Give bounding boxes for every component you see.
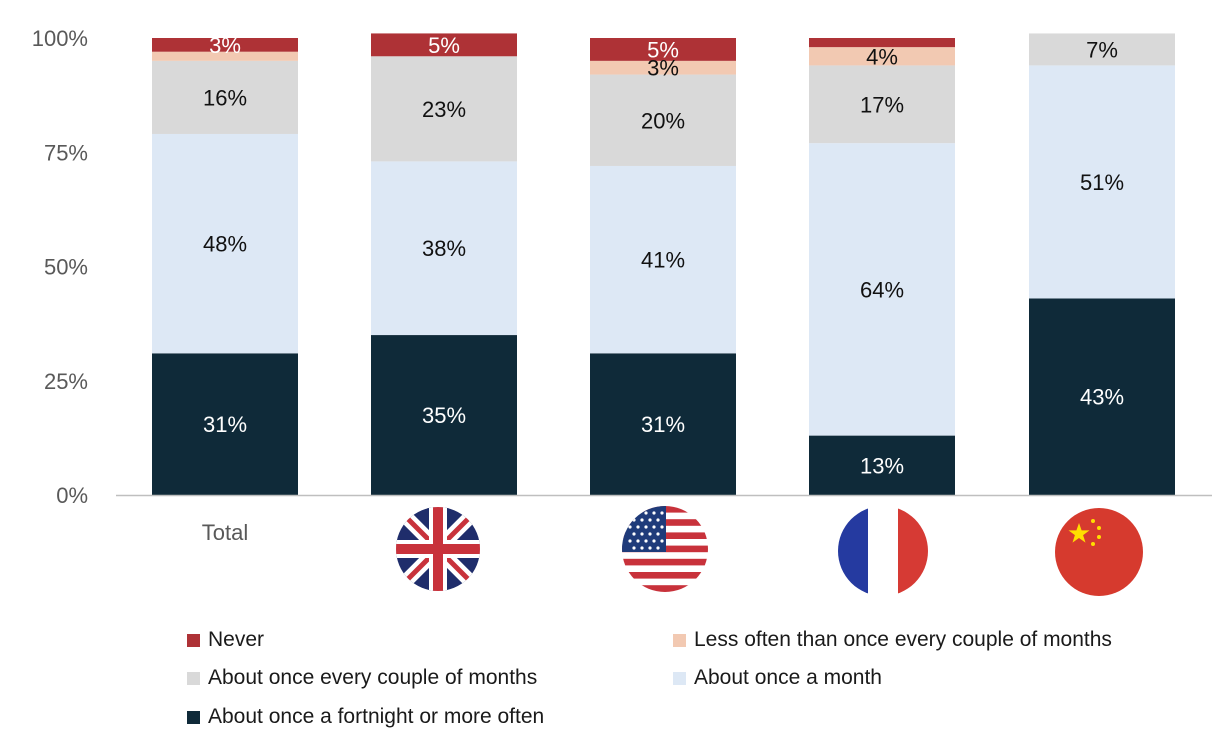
- legend-swatch-once-a-month: [673, 671, 686, 685]
- bar-segment-about-once-a-fortnight-or-more-often-france: [809, 435, 955, 495]
- legend-item-couple-of-months[interactable]: About once every couple of months: [187, 666, 537, 690]
- bar-segment-never-total: [152, 38, 298, 52]
- uk-flag-icon: [396, 507, 480, 591]
- bar-segment-about-once-a-month-united-states: [590, 165, 736, 354]
- bar-segment-less-often-than-once-every-couple-of-months-total: [152, 51, 298, 61]
- bar-segment-less-often-than-once-every-couple-of-months-france: [809, 47, 955, 66]
- data-label-about-once-a-fortnight-or-more-often-china: 43%: [1080, 385, 1124, 410]
- bar-segment-about-once-every-couple-of-months-france: [809, 65, 955, 144]
- legend-label-couple-of-months: About once every couple of months: [208, 666, 538, 689]
- data-label-about-once-a-month-france: 64%: [860, 277, 904, 302]
- bar-segment-about-once-a-month-france: [809, 143, 955, 436]
- bar-stack-france: 13% 64% 17% 4%: [809, 38, 955, 495]
- bar-segment-about-once-a-fortnight-or-more-often-total: [152, 353, 298, 495]
- y-tick-label-25: 25%: [44, 369, 88, 394]
- data-label-about-once-every-couple-of-months-china: 7%: [1086, 37, 1118, 62]
- legend-item-less-often[interactable]: Less often than once every couple of mon…: [673, 628, 1112, 652]
- bar-segment-about-once-a-month-united-kingdom: [371, 161, 517, 336]
- legend-item-once-a-month[interactable]: About once a month: [673, 666, 882, 690]
- data-label-about-once-a-month-total: 48%: [203, 232, 247, 257]
- data-label-never-united-states: 5%: [647, 37, 679, 62]
- data-label-about-once-every-couple-of-months-total: 16%: [203, 85, 247, 110]
- us-flag-icon: [622, 506, 708, 592]
- bar-stack-united-states: 31% 41% 20% 3%5%: [590, 37, 736, 495]
- bar-segment-never-united-states: [590, 38, 736, 61]
- data-label-about-once-every-couple-of-months-france: 17%: [860, 92, 904, 117]
- bar-stack-china: 43% 51% 7%: [1029, 33, 1175, 495]
- legend-swatch-less-often: [673, 633, 686, 647]
- y-tick-label-75: 75%: [44, 140, 88, 165]
- legend-label-never: Never: [208, 628, 265, 651]
- data-label-about-once-a-fortnight-or-more-often-united-states: 31%: [641, 412, 685, 437]
- bar-stack-total: 31% 48% 16% 3%: [152, 33, 298, 495]
- data-label-less-often-than-once-every-couple-of-months-france: 4%: [866, 44, 898, 69]
- legend-label-once-a-month: About once a month: [694, 666, 882, 689]
- bar-segment-about-once-every-couple-of-months-china: [1029, 33, 1175, 66]
- bar-segment-about-once-a-month-total: [152, 133, 298, 354]
- bar-segment-about-once-a-month-china: [1029, 65, 1175, 299]
- data-label-about-once-a-month-united-states: 41%: [641, 248, 685, 273]
- y-tick-label-50: 50%: [44, 255, 88, 280]
- bar-segment-about-once-every-couple-of-months-united-kingdom: [371, 56, 517, 162]
- bar-segment-never-france: [809, 38, 955, 48]
- legend-label-fortnight: About once a fortnight or more often: [208, 705, 545, 728]
- data-label-about-once-every-couple-of-months-united-kingdom: 23%: [422, 97, 466, 122]
- data-label-about-once-every-couple-of-months-united-states: 20%: [641, 108, 685, 133]
- x-category-label-total: Total: [202, 520, 248, 545]
- bar-segment-about-once-a-fortnight-or-more-often-united-states: [590, 353, 736, 495]
- bars: 31%48%16%3%35%38%23%5%31%41%20%3%5%13%64…: [152, 33, 1175, 495]
- data-label-about-once-a-month-united-kingdom: 38%: [422, 236, 466, 261]
- bar-segment-never-united-kingdom: [371, 33, 517, 57]
- bar-stack-united-kingdom: 35% 38% 23% 5%: [371, 33, 517, 495]
- bar-segment-less-often-than-once-every-couple-of-months-united-states: [590, 60, 736, 75]
- data-label-about-once-a-fortnight-or-more-often-total: 31%: [203, 412, 247, 437]
- y-tick-label-0: 0%: [56, 483, 88, 508]
- y-axis: 0% 25% 50% 75% 100%: [32, 26, 88, 508]
- data-label-about-once-a-fortnight-or-more-often-france: 13%: [860, 453, 904, 478]
- bar-segment-about-once-every-couple-of-months-united-states: [590, 74, 736, 166]
- x-axis-categories: Total: [202, 520, 248, 545]
- data-label-about-once-a-fortnight-or-more-often-united-kingdom: 35%: [422, 403, 466, 428]
- france-flag-icon: [838, 506, 928, 596]
- data-label-never-total: 3%: [209, 33, 241, 58]
- china-flag-icon: [1055, 508, 1143, 596]
- bar-segment-about-once-a-fortnight-or-more-often-united-kingdom: [371, 335, 517, 495]
- legend-item-never[interactable]: Never: [187, 628, 264, 652]
- legend-swatch-never: [187, 633, 200, 647]
- data-label-never-united-kingdom: 5%: [428, 33, 460, 58]
- bar-segment-about-once-every-couple-of-months-total: [152, 60, 298, 134]
- legend-label-less-often: Less often than once every couple of mon…: [694, 628, 1112, 651]
- y-tick-label-100: 100%: [32, 26, 88, 51]
- legend-item-fortnight[interactable]: About once a fortnight or more often: [187, 705, 544, 729]
- data-label-about-once-a-month-china: 51%: [1080, 170, 1124, 195]
- data-label-less-often-than-once-every-couple-of-months-united-states: 3%: [647, 56, 679, 81]
- legend-swatch-couple-of-months: [187, 671, 200, 685]
- legend-swatch-fortnight: [187, 710, 200, 724]
- bar-segment-about-once-a-fortnight-or-more-often-china: [1029, 298, 1175, 495]
